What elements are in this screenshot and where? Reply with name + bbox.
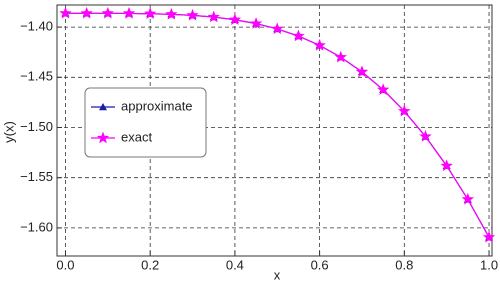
legend-marker (99, 103, 107, 111)
marker (398, 104, 411, 117)
x-tick-label: 1.0 (480, 257, 498, 272)
marker (144, 7, 157, 19)
legend-label: approximate (121, 98, 193, 113)
marker (419, 130, 432, 142)
marker (376, 83, 390, 95)
marker (186, 8, 199, 21)
y-tick-label: −1.45 (20, 69, 53, 84)
marker (271, 22, 284, 35)
y-tick-label: −1.55 (20, 169, 53, 184)
plot-frame (56, 4, 493, 257)
x-tick-label: 0.2 (141, 257, 159, 272)
x-tick-label: 0.8 (395, 257, 413, 272)
marker (80, 6, 93, 19)
y-axis-label: y(x) (1, 121, 16, 143)
x-tick-label: 0.6 (311, 257, 329, 272)
y-tick-label: −1.60 (20, 219, 53, 234)
marker (482, 230, 496, 243)
x-axis-label: x (274, 267, 281, 282)
marker (440, 159, 453, 172)
legend: approximate exact (84, 87, 207, 158)
marker (313, 38, 326, 51)
legend-label: exact (121, 129, 152, 144)
x-tick-label: 0.4 (226, 257, 244, 272)
marker (249, 17, 263, 29)
marker (59, 6, 72, 19)
marker (355, 65, 369, 78)
marker (101, 6, 115, 19)
marker (207, 10, 220, 23)
marker (165, 7, 178, 20)
y-tick-label: −1.40 (20, 19, 53, 34)
marker (461, 192, 475, 205)
legend-box (84, 87, 207, 158)
y-tick-label: −1.50 (20, 119, 53, 134)
marker (122, 6, 136, 19)
marker (228, 13, 242, 26)
marker (292, 29, 305, 42)
legend-marker (96, 131, 110, 144)
marker (334, 50, 347, 63)
x-tick-label: 0.0 (56, 257, 74, 272)
